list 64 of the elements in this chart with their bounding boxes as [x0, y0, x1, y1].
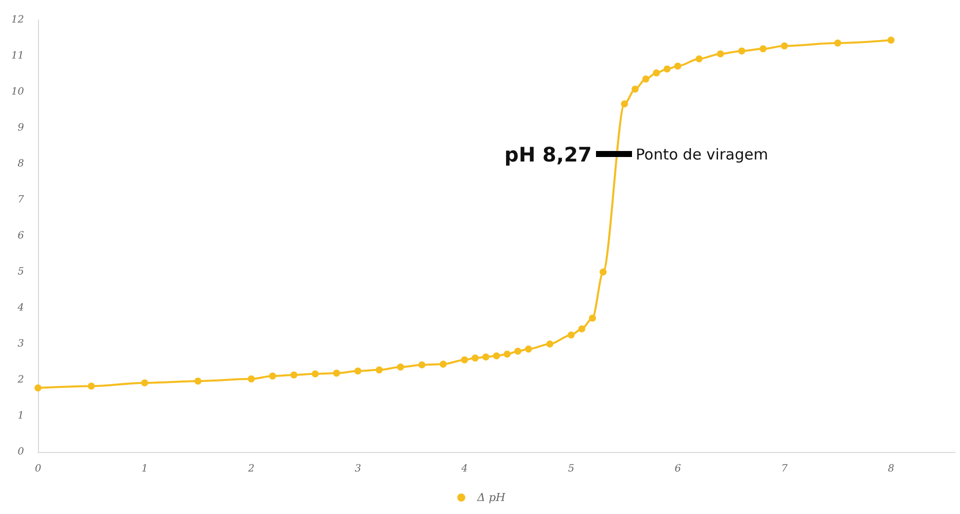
- point: [354, 368, 362, 374]
- point: [269, 372, 276, 380]
- point: [397, 364, 404, 371]
- y-tick-label: 9: [18, 122, 25, 134]
- y-tick-label: 12: [11, 14, 24, 26]
- point: [248, 375, 255, 382]
- y-tick-label: 6: [18, 230, 25, 242]
- y-tick-label: 0: [18, 446, 25, 458]
- point: [493, 352, 500, 360]
- point: [760, 45, 767, 52]
- point: [578, 325, 586, 332]
- point: [652, 69, 660, 76]
- point: [664, 65, 671, 72]
- y-tick-label: 3: [18, 338, 24, 350]
- point: [376, 366, 383, 374]
- y-tick-label: 1: [18, 410, 24, 422]
- point: [290, 371, 298, 378]
- point: [738, 47, 746, 54]
- y-tick-label: 4: [16, 302, 24, 314]
- y-tick-label: 7: [18, 194, 25, 206]
- x-tick-label: 6: [674, 464, 682, 474]
- point: [620, 100, 628, 108]
- point: [194, 378, 202, 385]
- y-tick-label: 5: [18, 266, 24, 278]
- point: [461, 356, 468, 364]
- point: [780, 42, 788, 50]
- point: [600, 268, 607, 276]
- x-tick-label: 5: [568, 464, 574, 474]
- point: [312, 370, 319, 378]
- y-tick-label: 2: [16, 374, 24, 386]
- point: [504, 350, 511, 358]
- point: [440, 360, 447, 368]
- x-tick-label: 7: [781, 464, 788, 474]
- point: [568, 332, 575, 338]
- point: [88, 382, 95, 390]
- point: [141, 379, 148, 386]
- point: [472, 354, 479, 362]
- x-tick-label: 1: [141, 464, 148, 474]
- point: [696, 55, 703, 62]
- x-tick-label: 0: [34, 464, 42, 474]
- point: [716, 50, 724, 58]
- y-tick-label: 8: [18, 158, 24, 170]
- x-tick-label: 8: [888, 464, 894, 474]
- text: Δ pH: [476, 491, 506, 504]
- point: [674, 62, 682, 70]
- point: [34, 384, 42, 392]
- y-tick-label: 10: [11, 86, 25, 98]
- point: [888, 36, 895, 44]
- x-tick-label: 2: [247, 464, 254, 474]
- point: [642, 76, 650, 83]
- point: [418, 361, 426, 368]
- point: [514, 348, 522, 355]
- x-tick-label: 4: [460, 464, 468, 474]
- point: [834, 40, 842, 47]
- point: [588, 314, 596, 322]
- annotation: pH 8,27: [504, 142, 592, 166]
- point: [482, 353, 490, 360]
- annotation: Ponto de viragem: [636, 145, 768, 164]
- point: [632, 86, 639, 93]
- point: [546, 340, 554, 348]
- x-tick-label: 3: [354, 464, 362, 474]
- point: [524, 346, 532, 353]
- y-tick-label: 11: [11, 50, 24, 62]
- point: [333, 370, 340, 377]
